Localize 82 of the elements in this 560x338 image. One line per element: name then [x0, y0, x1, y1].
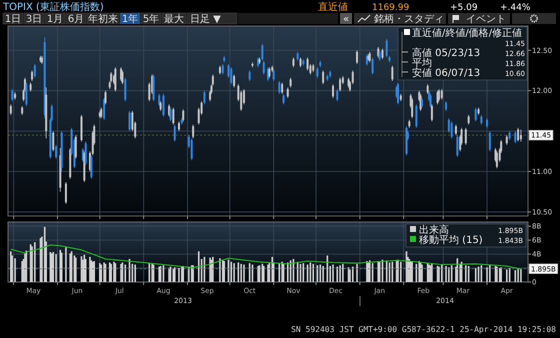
candlestick: [11, 88, 14, 102]
candlestick: [372, 57, 374, 75]
candlestick: [203, 90, 206, 105]
text: イベント: [466, 14, 506, 25]
text: TOPIX (東証株価指数): [2, 1, 104, 13]
candlestick: [415, 104, 418, 128]
text: 6月: [68, 14, 84, 25]
text: 日足 ▼: [190, 14, 222, 25]
text: 3日: [26, 14, 42, 25]
candlestick: [278, 80, 280, 94]
candlestick: [517, 127, 520, 142]
text: 銘柄・スタディ: [374, 13, 444, 25]
text: 1月: [46, 14, 64, 25]
candlestick: [124, 77, 126, 102]
candlestick: [64, 182, 67, 204]
candlestick: [272, 68, 275, 82]
candlestick: [286, 87, 289, 98]
candlestick: [356, 50, 358, 64]
candlestick: [421, 98, 424, 108]
candlestick: [486, 118, 488, 128]
candlestick: [178, 121, 180, 132]
text: 年初来: [88, 13, 118, 25]
candlestick: [488, 130, 491, 152]
text: +5.09: [450, 3, 478, 13]
line-series: [10, 244, 522, 270]
candlestick: [339, 77, 342, 92]
candlestick: [55, 144, 58, 159]
candlestick: [464, 127, 467, 146]
text: +.44%: [500, 3, 531, 13]
text: 最大: [164, 13, 184, 25]
text: 5年: [142, 13, 160, 25]
annotation: 安値 06/07/13: [412, 67, 480, 79]
candlestick: [440, 88, 443, 100]
candlestick: [192, 124, 194, 139]
text: 1日: [4, 14, 22, 25]
candlestick: [10, 104, 12, 116]
legend-label: 出来高: [419, 224, 449, 236]
candlestick: [261, 43, 264, 62]
candlestick: [332, 84, 334, 98]
text: 1169.99: [372, 3, 410, 13]
candlestick: [230, 66, 232, 85]
candlestick: [378, 50, 381, 62]
candlestick: [411, 98, 414, 119]
candlestick: [31, 70, 34, 82]
legend-label: 移動平均 (15): [419, 234, 483, 246]
annotation: 高値 05/23/13: [412, 47, 480, 59]
candlestick: [474, 107, 477, 122]
candlestick: [248, 70, 251, 82]
text: «: [342, 14, 350, 25]
candlestick: [445, 100, 448, 112]
candlestick: [290, 77, 292, 88]
candlestick: [222, 64, 224, 75]
candlestick: [480, 114, 482, 126]
candlestick: [80, 114, 82, 142]
candlestick: [450, 121, 453, 139]
candlestick: [316, 66, 318, 78]
candlestick: [381, 48, 384, 60]
candlestick: [520, 129, 522, 142]
candlestick: [34, 64, 36, 78]
candlestick: [391, 65, 394, 82]
candlestick: [160, 100, 162, 112]
text: SN 592403 JST GMT+9:00 G587-3622-1 25-Apr-2014 19:25:08: [291, 325, 556, 334]
annotation: 直近値/終値/価格/修正値: [412, 27, 522, 39]
candlestick: [306, 57, 309, 71]
candlestick: [292, 57, 294, 68]
candlestick: [128, 110, 131, 132]
candlestick: [233, 74, 236, 88]
candlestick: [322, 70, 324, 85]
candlestick: [506, 134, 508, 146]
text: 直近値: [318, 1, 348, 13]
candlestick: [468, 114, 470, 126]
candlestick: [152, 74, 155, 102]
candlestick: [386, 38, 388, 58]
annotation: 平均: [412, 57, 432, 69]
candlestick: [336, 88, 338, 102]
candlestick: [300, 57, 302, 68]
candlestick: [52, 130, 54, 152]
candlestick: [282, 94, 285, 105]
candlestick: [514, 130, 516, 144]
candlestick: [162, 94, 164, 117]
text: 1年: [122, 13, 138, 25]
candlestick: [454, 124, 457, 136]
